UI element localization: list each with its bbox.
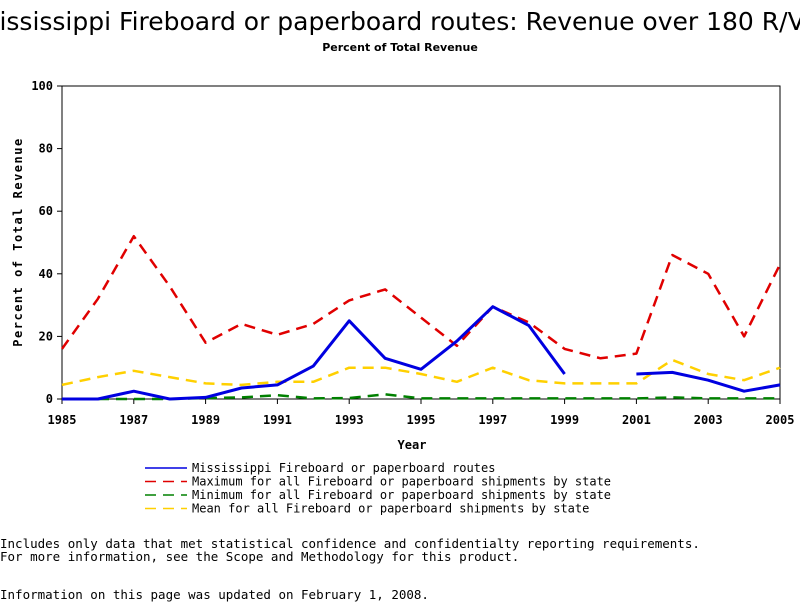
series-line-2	[62, 236, 780, 358]
x-tick-label: 1995	[407, 413, 436, 427]
y-tick-label: 80	[39, 142, 53, 156]
x-tick-label: 1997	[478, 413, 507, 427]
x-tick-label: 1985	[48, 413, 77, 427]
x-tick-label: 1993	[335, 413, 364, 427]
y-axis: 0 20 40 60 80 100	[31, 79, 62, 406]
x-tick-label: 1991	[263, 413, 292, 427]
y-tick-label: 100	[31, 79, 53, 93]
y-tick-label: 40	[39, 267, 53, 281]
y-axis-label: Percent of Total Revenue	[11, 137, 25, 346]
x-axis-label: Year	[398, 438, 427, 452]
x-tick-label: 2003	[694, 413, 723, 427]
chart-title: Mississippi Fireboard or paperboard rout…	[0, 7, 800, 36]
legend-label: Mean for all Fireboard or paperboard shi…	[192, 502, 589, 516]
x-tick-label: 1989	[191, 413, 220, 427]
chart-subtitle: Percent of Total Revenue	[322, 41, 478, 54]
legend: Mississippi Fireboard or paperboard rout…	[145, 461, 611, 516]
y-tick-label: 60	[39, 204, 53, 218]
legend-label: Mississippi Fireboard or paperboard rout…	[192, 461, 495, 475]
y-tick-label: 0	[46, 392, 53, 406]
x-tick-label: 1987	[119, 413, 148, 427]
y-tick-label: 20	[39, 329, 53, 343]
plot-area-frame	[62, 86, 780, 399]
series-layer	[62, 236, 780, 399]
series-line-1	[62, 307, 565, 399]
note-methodology: For more information, see the Scope and …	[0, 550, 519, 564]
legend-label: Minimum for all Fireboard or paperboard …	[192, 488, 611, 502]
x-tick-label: 2005	[766, 413, 795, 427]
legend-label: Maximum for all Fireboard or paperboard …	[192, 475, 611, 489]
x-axis: 1985 1987 1989 1991 1993 1995 1997 1999 2001 2003…	[48, 399, 795, 427]
x-tick-label: 1999	[550, 413, 579, 427]
x-tick-label: 2001	[622, 413, 651, 427]
